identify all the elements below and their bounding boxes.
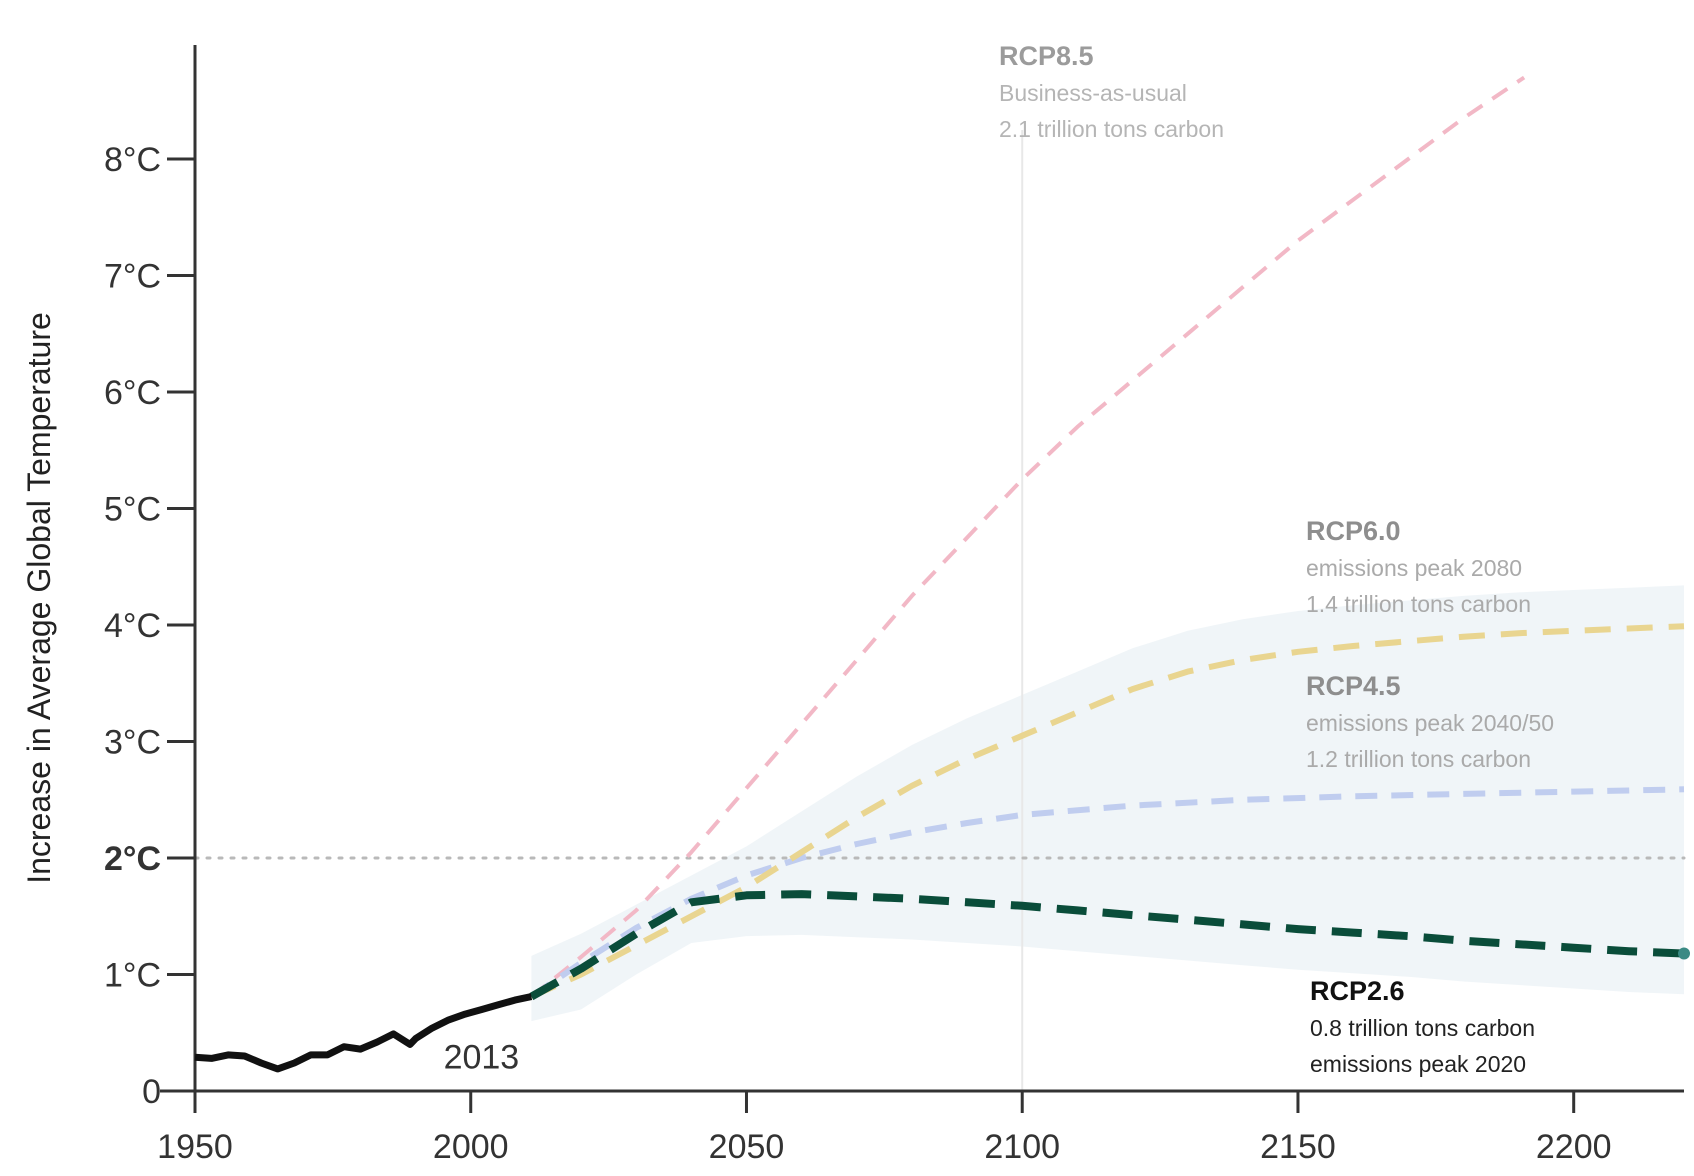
annotation-line-rcp26: emissions peak 2020 [1310,1051,1526,1077]
y-tick-label: 3°C [104,724,161,762]
annotation-line-rcp45: emissions peak 2040/50 [1306,710,1554,736]
annotation-line-rcp26: 0.8 trillion tons carbon [1310,1015,1535,1041]
historical-line [194,993,533,1073]
annotation-line-rcp45: 1.2 trillion tons carbon [1306,746,1531,772]
series-line-rcp26 [529,890,1685,1001]
y-tick-label: 4°C [104,607,161,645]
x-tick-label: 2200 [1536,1128,1612,1166]
annotation-line-rcp85: Business-as-usual [999,80,1187,106]
y-tick-label: 1°C [104,957,161,995]
annotation-title-rcp45: RCP4.5 [1306,671,1401,701]
series-line-rcp85 [530,75,1526,999]
y-tick-label: 5°C [104,491,161,529]
annotation-title-rcp26: RCP2.6 [1310,976,1405,1006]
x-tick-label: 2000 [433,1128,509,1166]
y-axis-label: Increase in Average Global Temperature [21,312,57,884]
annotation-title-rcp60: RCP6.0 [1306,516,1401,546]
chart-grid [193,130,1686,1091]
annotation-line-rcp85: 2.1 trillion tons carbon [999,116,1224,142]
x-tick-label: 2050 [709,1128,785,1166]
x-tick-label: 2100 [984,1128,1060,1166]
x-tick-label: 1950 [157,1128,233,1166]
chart-labels: Increase in Average Global Temperature R… [21,41,1554,1077]
y-tick-label: 2°C [104,840,161,878]
chart-axes: 0 1°C 2°C 3°C 4°C 5°C 6°C 7°C 8°C 1950 2000 2050 210… [104,45,1684,1166]
historical-end-label: 2013 [444,1039,520,1077]
y-tick-label: 8°C [104,141,161,179]
x-tick-label: 2150 [1260,1128,1336,1166]
annotation-line-rcp60: 1.4 trillion tons carbon [1306,591,1531,617]
series-end-marker-rcp26 [1678,947,1690,960]
annotation-line-rcp60: emissions peak 2080 [1306,555,1522,581]
y-tick-label: 0 [142,1073,161,1111]
projection-range-band [531,585,1684,1022]
y-tick-label: 7°C [104,258,161,296]
y-tick-label: 6°C [104,374,161,412]
chart-series: 2013 [194,75,1690,1077]
uncertainty-bands [531,585,1684,1022]
annotation-title-rcp85: RCP8.5 [999,41,1094,71]
series-line-rcp45 [529,786,1685,1000]
